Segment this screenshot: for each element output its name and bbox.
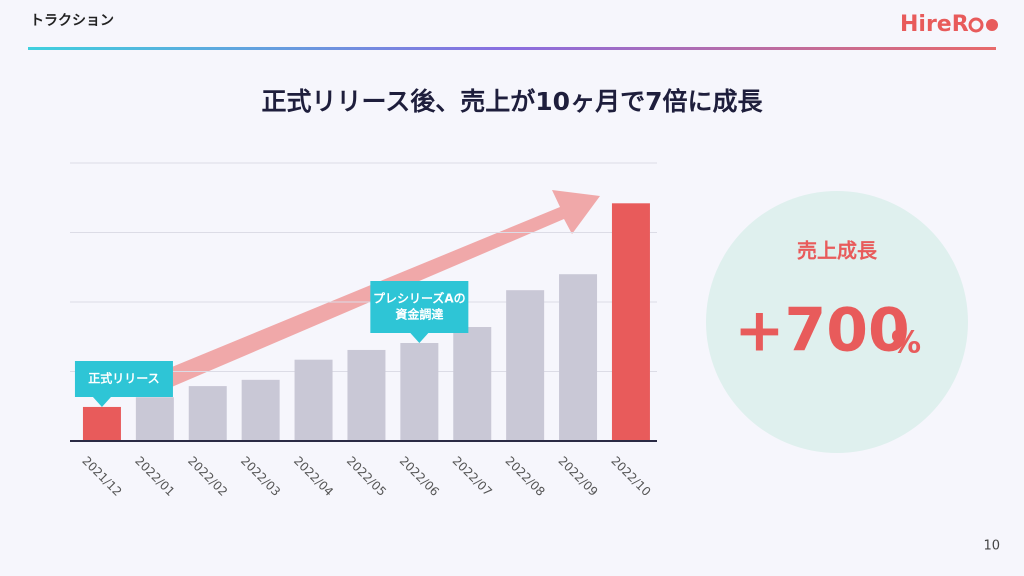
highlight-value: +700 [734, 296, 910, 366]
bar [294, 359, 333, 441]
bar [506, 290, 545, 441]
bar [611, 203, 650, 441]
bar [135, 397, 174, 441]
callout [74, 360, 173, 407]
page-number: 10 [983, 539, 1000, 554]
callout [370, 281, 469, 344]
bar [400, 343, 439, 441]
bar [347, 349, 386, 441]
section-title: トラクション [30, 13, 114, 29]
highlight-circle [706, 191, 968, 453]
logo-dot [986, 19, 998, 31]
callout-text: 資金調達 [395, 307, 443, 322]
bar [559, 274, 598, 441]
chart-title: 正式リリース後、売上が10ヶ月で7倍に成長 [262, 87, 764, 116]
header-rule [28, 47, 996, 50]
bar [188, 386, 227, 441]
callout-text: プレシリーズAの [373, 291, 466, 306]
bar [82, 406, 121, 441]
bar [241, 379, 280, 441]
bar [453, 327, 492, 441]
logo-ring [968, 17, 984, 33]
logo: HireR [900, 12, 969, 37]
callout-text: 正式リリース [88, 370, 159, 385]
highlight-label: 売上成長 [797, 239, 878, 263]
highlight-unit: % [891, 326, 921, 361]
